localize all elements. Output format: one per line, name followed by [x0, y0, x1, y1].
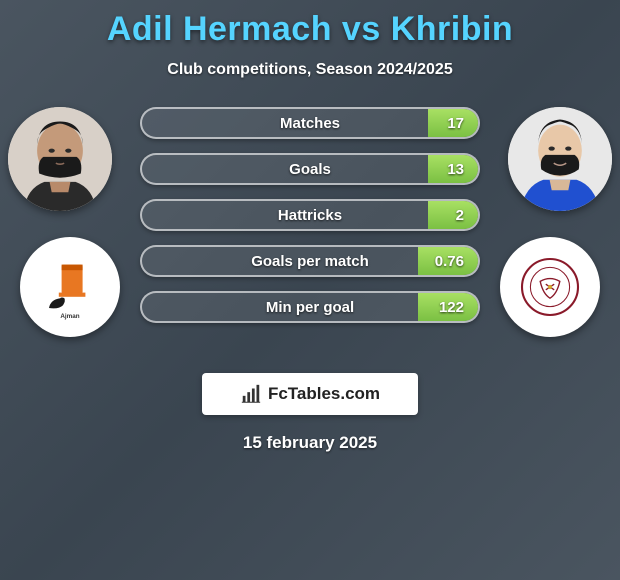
club-right-badge	[500, 237, 600, 337]
stat-bar-fill-right	[428, 201, 478, 229]
stat-bar-value-right: 17	[447, 115, 464, 132]
stat-bar-value-right: 2	[456, 207, 464, 224]
svg-text:Ajman: Ajman	[60, 313, 79, 320]
stat-bars: Matches 17 Goals 13 Hattricks 2 Goals per matc…	[140, 107, 480, 337]
chart-icon	[240, 383, 262, 405]
logo-text: FcTables.com	[268, 384, 380, 404]
stat-bar-value-right: 122	[439, 299, 464, 316]
page-title: Adil Hermach vs Khribin	[0, 0, 620, 49]
stat-bar: Goals per match 0.76	[140, 245, 480, 277]
club-left-badge: Ajman	[20, 237, 120, 337]
comparison-panel: Ajman Matches 17 Goals 13 Hattricks 2 Goals pe…	[0, 107, 620, 367]
subtitle: Club competitions, Season 2024/2025	[0, 61, 620, 79]
stat-bar-label: Hattricks	[278, 207, 342, 224]
stat-bar-value-right: 13	[447, 161, 464, 178]
stat-bar-label: Goals per match	[251, 253, 369, 270]
stat-bar-label: Goals	[289, 161, 331, 178]
stat-bar: Min per goal 122	[140, 291, 480, 323]
stat-bar: Matches 17	[140, 107, 480, 139]
stat-bar: Goals 13	[140, 153, 480, 185]
stat-bar-value-right: 0.76	[435, 253, 464, 270]
player-left-avatar	[8, 107, 112, 211]
source-logo: FcTables.com	[202, 373, 418, 415]
stat-bar: Hattricks 2	[140, 199, 480, 231]
stat-bar-label: Min per goal	[266, 299, 354, 316]
player-right-avatar	[508, 107, 612, 211]
stat-bar-label: Matches	[280, 115, 340, 132]
date-text: 15 february 2025	[0, 433, 620, 453]
